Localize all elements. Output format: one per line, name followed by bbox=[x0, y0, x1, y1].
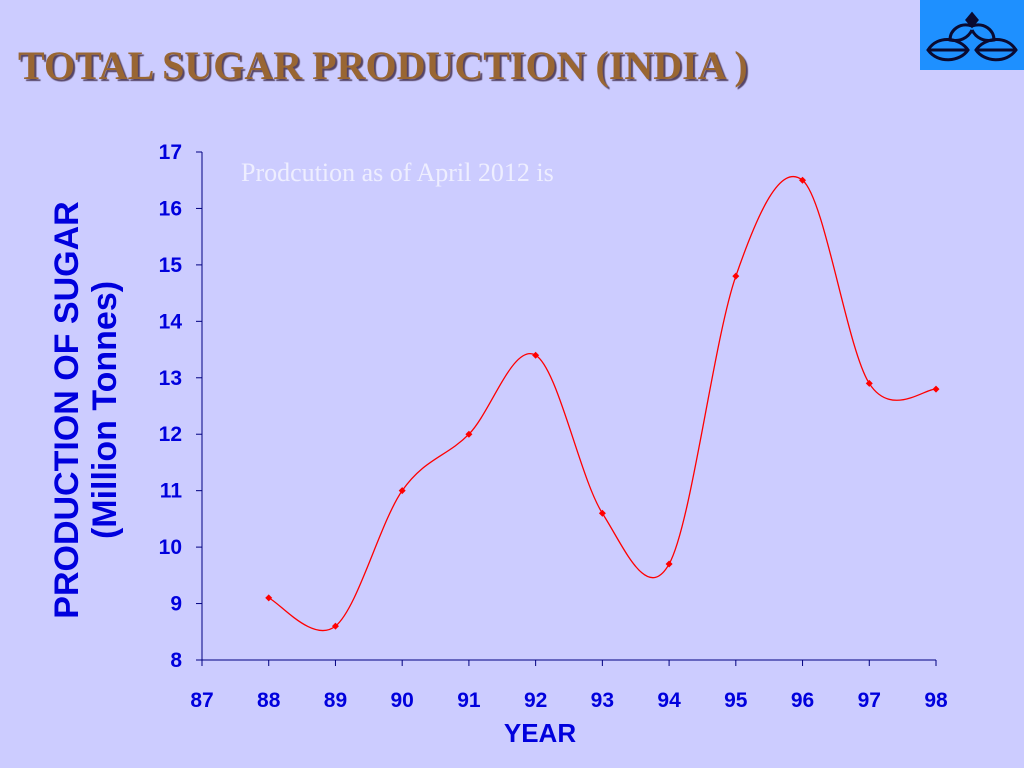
data-point bbox=[532, 351, 540, 359]
y-tick-label: 13 bbox=[159, 367, 182, 390]
y-tick-label: 16 bbox=[159, 197, 182, 220]
data-point bbox=[465, 430, 473, 438]
data-point bbox=[331, 622, 339, 630]
data-points bbox=[265, 176, 940, 630]
x-tick-label: 94 bbox=[657, 689, 681, 712]
x-tick-label: 91 bbox=[457, 689, 481, 712]
y-tick-label: 14 bbox=[159, 310, 183, 333]
x-tick-label: 90 bbox=[391, 689, 414, 712]
y-axis-label-line-1: PRODUCTION OF SUGAR bbox=[48, 201, 86, 619]
x-tick-label: 89 bbox=[324, 689, 347, 712]
chart-axes bbox=[201, 152, 936, 661]
chart-annotation: Prodcution as of April 2012 is bbox=[241, 158, 554, 187]
y-axis-label-line-2: (Million Tonnes) bbox=[86, 280, 124, 540]
data-point bbox=[865, 379, 873, 387]
data-point bbox=[665, 560, 673, 568]
x-tick-label: 93 bbox=[591, 689, 614, 712]
series-line bbox=[268, 175, 937, 632]
data-point bbox=[799, 176, 807, 184]
y-tick-label: 12 bbox=[159, 423, 182, 446]
y-tick-label: 11 bbox=[160, 480, 183, 503]
data-point bbox=[265, 594, 273, 602]
y-tick-label: 15 bbox=[159, 254, 183, 277]
x-tick-label: 97 bbox=[858, 689, 881, 712]
x-tick-label: 98 bbox=[924, 689, 948, 712]
x-tick-label: 87 bbox=[190, 689, 213, 712]
data-point bbox=[598, 509, 606, 517]
leaf-emblem-icon bbox=[920, 0, 1024, 70]
slide-title: TOTAL SUGAR PRODUCTION (INDIA ) bbox=[18, 43, 748, 88]
x-axis-label: YEAR bbox=[503, 718, 577, 748]
x-tick-label: 92 bbox=[524, 689, 547, 712]
x-tick-label: 88 bbox=[257, 689, 281, 712]
data-point bbox=[398, 487, 406, 495]
y-tick-label: 9 bbox=[170, 593, 182, 616]
data-point bbox=[932, 385, 940, 393]
y-tick-label: 8 bbox=[170, 649, 182, 672]
x-tick-label: 96 bbox=[791, 689, 814, 712]
y-tick-label: 17 bbox=[159, 141, 182, 164]
x-tick-label: 95 bbox=[724, 689, 748, 712]
data-point bbox=[732, 272, 740, 280]
y-tick-label: 10 bbox=[159, 536, 182, 559]
